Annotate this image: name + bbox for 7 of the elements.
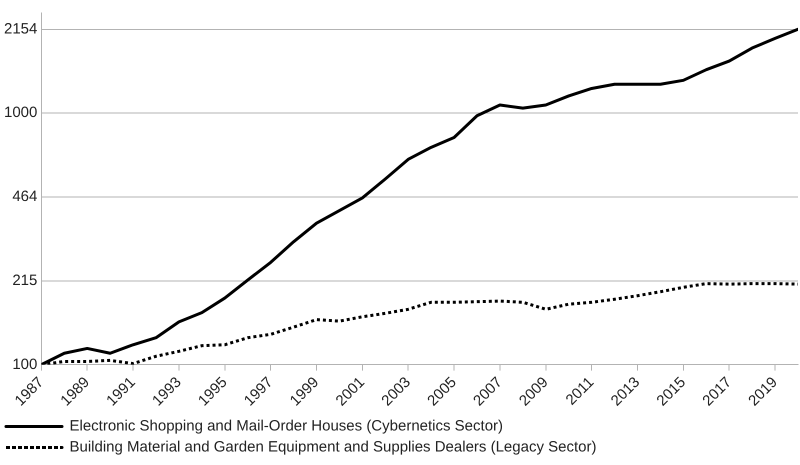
y-tick-label: 215 — [12, 272, 38, 290]
legend-label: Building Material and Garden Equipment and Supplies Dealers (Legacy Sector) — [70, 438, 596, 456]
y-tick-label: 100 — [12, 356, 38, 373]
y-tick-label: 2154 — [4, 20, 38, 38]
y-tick-label: 464 — [12, 188, 38, 206]
legend-label: Electronic Shopping and Mail-Order Houses (Cybernetics Sector) — [70, 418, 504, 435]
y-tick-label: 1000 — [4, 104, 38, 122]
